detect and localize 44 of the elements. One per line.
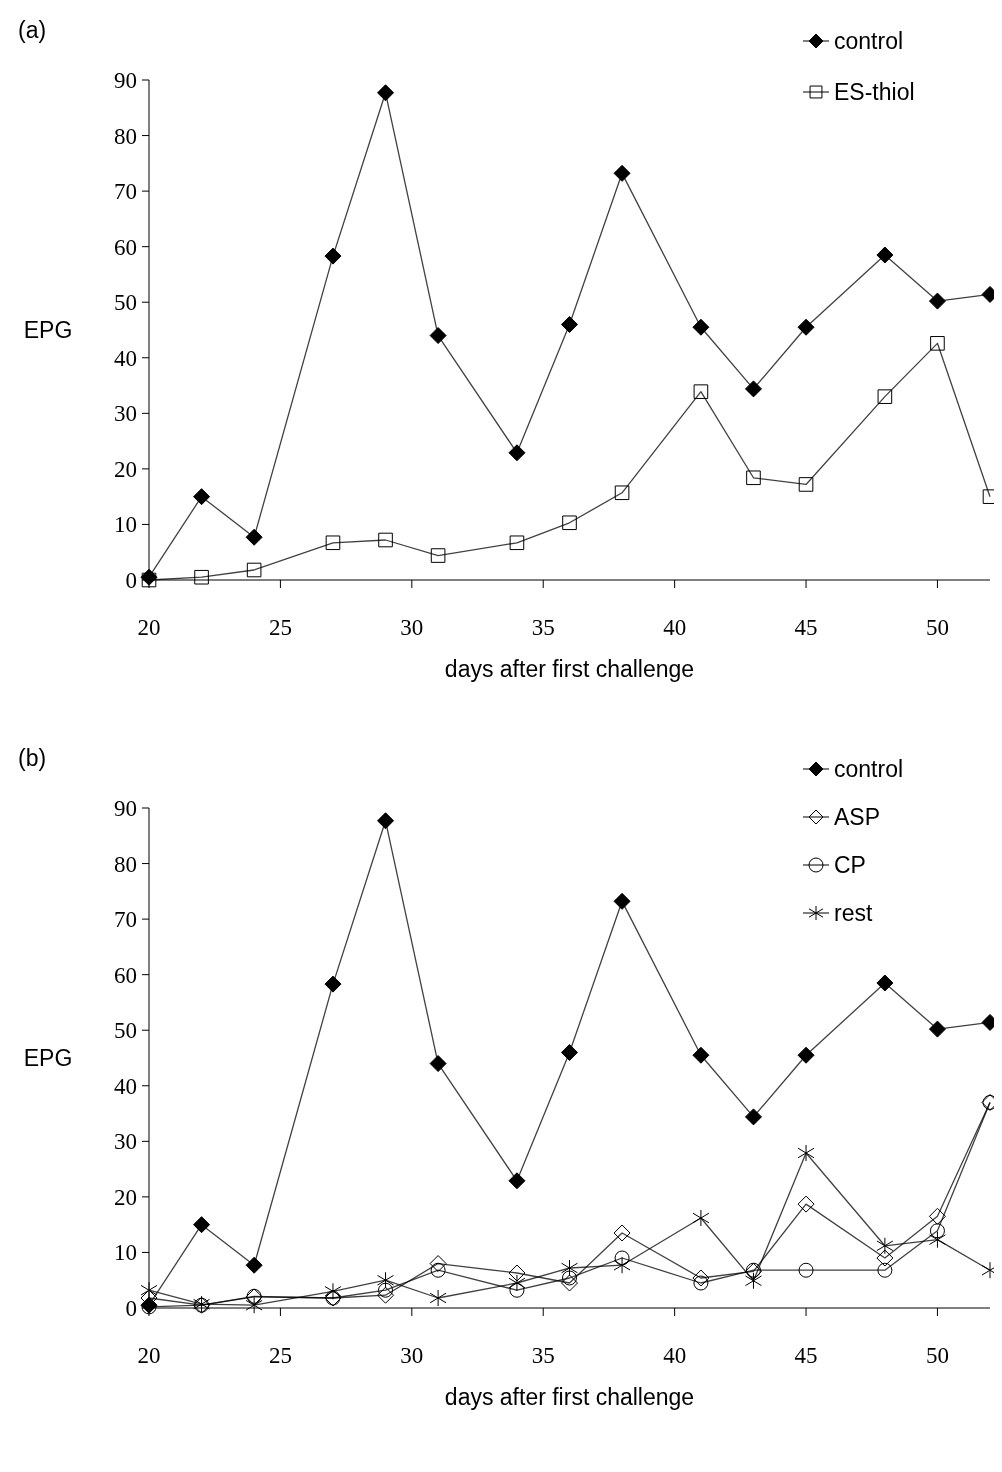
legend-label: control bbox=[834, 28, 904, 55]
y-tick-label: 60 bbox=[114, 234, 137, 260]
y-tick-label: 10 bbox=[114, 512, 137, 538]
x-tick-label: 30 bbox=[400, 1343, 424, 1368]
y-tick-label: 40 bbox=[114, 1073, 137, 1099]
legend-label: rest bbox=[834, 900, 873, 927]
y-tick-label: 70 bbox=[114, 907, 137, 933]
text: (a) bbox=[18, 17, 47, 43]
x-tick-label: 45 bbox=[794, 615, 818, 640]
y-tick-label: 80 bbox=[114, 123, 137, 149]
legend-label: ASP bbox=[834, 804, 881, 831]
x-tick-label: 30 bbox=[400, 615, 424, 640]
x-tick-label: 40 bbox=[663, 615, 687, 640]
legend-label: ES-thiol bbox=[834, 79, 915, 106]
y-tick-label: 90 bbox=[114, 68, 137, 94]
y-tick-label: 40 bbox=[114, 345, 137, 371]
y-tick-label: 30 bbox=[114, 1129, 137, 1155]
y-axis-title: EPG bbox=[23, 1045, 73, 1071]
y-axis-title: EPG bbox=[23, 317, 73, 343]
legend-label: control bbox=[834, 756, 904, 783]
y-tick-label: 50 bbox=[114, 1018, 137, 1044]
x-tick-label: 50 bbox=[925, 1343, 949, 1368]
x-axis-title: days after first challenge bbox=[444, 656, 695, 682]
y-tick-label: 70 bbox=[114, 179, 137, 205]
y-tick-label: 20 bbox=[114, 456, 137, 482]
legend-label: CP bbox=[834, 852, 866, 879]
x-axis-title: days after first challenge bbox=[444, 1384, 695, 1410]
x-tick-label: 35 bbox=[531, 1343, 555, 1368]
y-tick-label: 0 bbox=[125, 1296, 137, 1322]
x-tick-label: 25 bbox=[268, 1343, 292, 1368]
y-tick-label: 30 bbox=[114, 401, 137, 427]
y-tick-label: 50 bbox=[114, 290, 137, 316]
x-tick-label: 45 bbox=[794, 1343, 818, 1368]
y-tick-label: 0 bbox=[125, 568, 137, 594]
x-tick-label: 50 bbox=[925, 615, 949, 640]
x-tick-label: 35 bbox=[531, 615, 555, 640]
x-tick-label: 40 bbox=[663, 1343, 687, 1368]
y-tick-label: 90 bbox=[114, 796, 137, 822]
text: (b) bbox=[18, 745, 47, 771]
y-tick-label: 10 bbox=[114, 1240, 137, 1266]
x-tick-label: 25 bbox=[268, 615, 292, 640]
y-tick-label: 20 bbox=[114, 1184, 137, 1210]
y-tick-label: 60 bbox=[114, 962, 137, 988]
y-tick-label: 80 bbox=[114, 851, 137, 877]
